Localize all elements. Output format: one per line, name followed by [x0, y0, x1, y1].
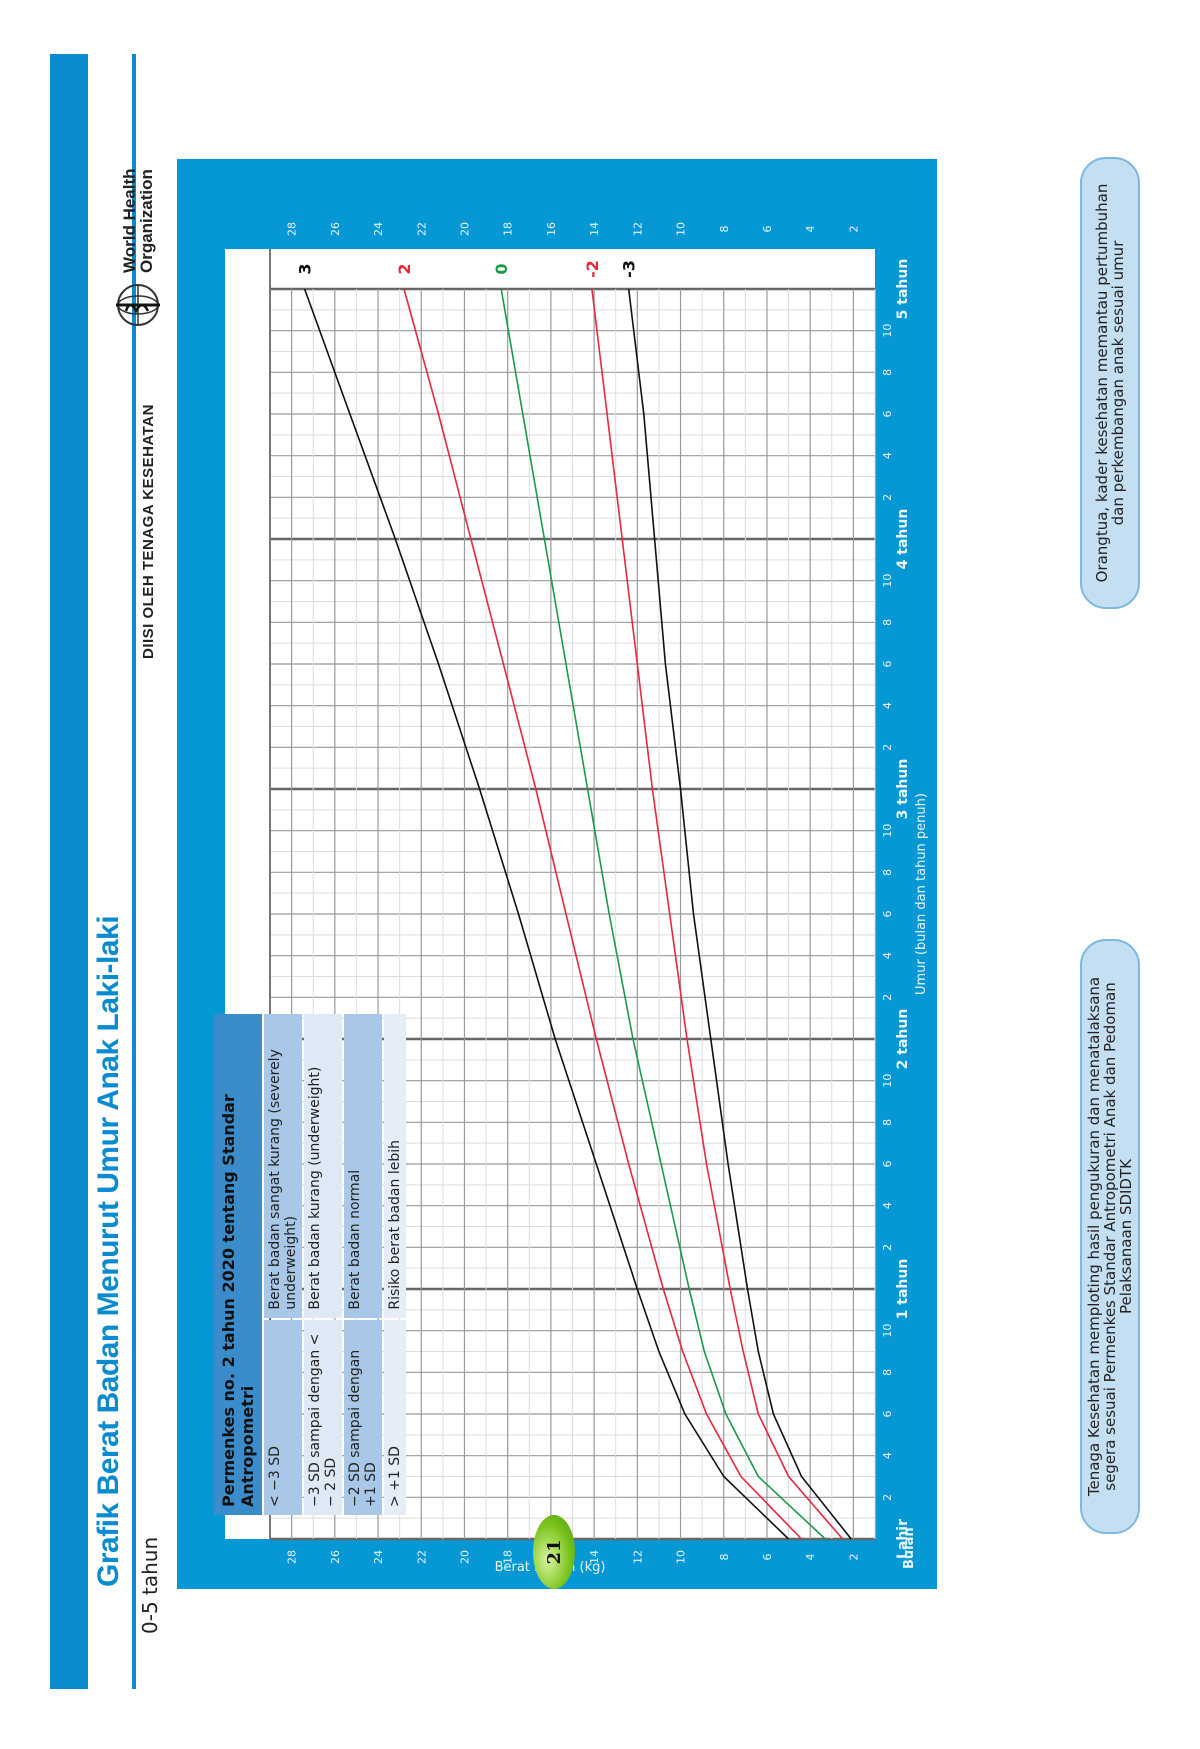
- svg-text:6: 6: [881, 661, 894, 668]
- svg-text:6: 6: [881, 1411, 894, 1418]
- svg-text:6: 6: [881, 1161, 894, 1168]
- svg-text:26: 26: [329, 1550, 342, 1564]
- svg-text:2: 2: [847, 1554, 860, 1561]
- svg-text:6: 6: [761, 226, 774, 233]
- svg-text:2: 2: [395, 263, 414, 274]
- svg-text:10: 10: [675, 1550, 688, 1564]
- sd-label: Berat badan sangat kurang (severely unde…: [264, 1014, 302, 1318]
- svg-text:8: 8: [718, 1554, 731, 1561]
- sd-range: −3 SD sampai dengan < − 2 SD: [304, 1319, 342, 1515]
- who-emblem-icon: [116, 284, 160, 326]
- age-range-subtitle: 0-5 tahun: [138, 1536, 162, 1634]
- svg-text:28: 28: [286, 222, 299, 236]
- svg-text:10: 10: [675, 222, 688, 236]
- svg-text:18: 18: [502, 1550, 515, 1564]
- svg-text:12: 12: [631, 222, 644, 236]
- svg-text:26: 26: [329, 222, 342, 236]
- sd-label: Berat badan normal: [344, 1014, 382, 1318]
- svg-text:22: 22: [415, 1550, 428, 1564]
- svg-text:4: 4: [804, 1554, 817, 1561]
- svg-text:2 tahun: 2 tahun: [895, 1009, 911, 1070]
- svg-text:Bulan: Bulan: [902, 1527, 917, 1569]
- filled-by-label: DIISI OLEH TENAGA KESEHATAN: [140, 404, 157, 659]
- who-logo: World Health Organization: [112, 168, 164, 331]
- who-name-line1: World Health: [120, 168, 139, 273]
- svg-text:22: 22: [415, 222, 428, 236]
- svg-text:8: 8: [718, 226, 731, 233]
- sd-curve-0: [500, 288, 826, 1540]
- classification-row: −3 SD sampai dengan < − 2 SD Berat badan…: [304, 1014, 342, 1515]
- who-name-line2: Organization: [137, 169, 156, 273]
- svg-text:4: 4: [881, 1202, 894, 1209]
- svg-text:8: 8: [881, 619, 894, 626]
- svg-text:8: 8: [881, 1119, 894, 1126]
- svg-text:8: 8: [881, 369, 894, 376]
- svg-text:10: 10: [881, 324, 894, 338]
- sd-label: Berat badan kurang (underweight): [304, 1014, 342, 1318]
- svg-text:Lahir: Lahir: [895, 1519, 911, 1559]
- svg-text:-3: -3: [620, 260, 639, 278]
- classification-table: Permenkes no. 2 tahun 2020 tentang Stand…: [212, 1012, 408, 1517]
- svg-text:24: 24: [372, 1550, 385, 1564]
- svg-text:4: 4: [804, 226, 817, 233]
- svg-text:6: 6: [881, 411, 894, 418]
- svg-text:20: 20: [458, 1550, 471, 1564]
- svg-text:20: 20: [458, 222, 471, 236]
- svg-text:0: 0: [492, 263, 511, 274]
- classification-title: Permenkes no. 2 tahun 2020 tentang Stand…: [214, 1014, 262, 1515]
- svg-text:4 tahun: 4 tahun: [895, 509, 911, 570]
- sd-curve-2: [403, 288, 803, 1540]
- svg-text:18: 18: [502, 222, 515, 236]
- svg-text:3: 3: [296, 263, 315, 274]
- svg-text:2: 2: [847, 226, 860, 233]
- svg-text:14: 14: [588, 1550, 601, 1564]
- svg-text:1 tahun: 1 tahun: [895, 1259, 911, 1320]
- svg-text:-2: -2: [583, 260, 602, 278]
- sd-range: < −3 SD: [264, 1319, 302, 1515]
- svg-text:2: 2: [881, 994, 894, 1001]
- top-band: [50, 54, 88, 1689]
- svg-text:10: 10: [881, 574, 894, 588]
- svg-text:8: 8: [881, 1369, 894, 1376]
- svg-text:5 tahun: 5 tahun: [895, 259, 911, 320]
- svg-text:4: 4: [881, 952, 894, 959]
- sd-label: Risiko berat badan lebih: [384, 1014, 406, 1318]
- classification-row: −2 SD sampai dengan +1 SD Berat badan no…: [344, 1014, 382, 1515]
- sd-curve-3: [303, 288, 790, 1540]
- classification-row: > +1 SD Risiko berat badan lebih: [384, 1014, 406, 1515]
- svg-text:10: 10: [881, 824, 894, 838]
- svg-text:4: 4: [881, 452, 894, 459]
- svg-text:2: 2: [881, 1244, 894, 1251]
- sd-curve--2: [591, 288, 844, 1540]
- svg-text:28: 28: [286, 1550, 299, 1564]
- svg-text:2: 2: [881, 494, 894, 501]
- health-worker-caption: Tenaga Kesehatan memploting hasil penguk…: [1080, 939, 1140, 1534]
- svg-text:4: 4: [881, 702, 894, 709]
- svg-text:Umur (bulan dan tahun penuh): Umur (bulan dan tahun penuh): [914, 793, 929, 995]
- svg-text:6: 6: [761, 1554, 774, 1561]
- svg-text:6: 6: [881, 911, 894, 918]
- svg-text:2: 2: [881, 1494, 894, 1501]
- svg-text:12: 12: [631, 1550, 644, 1564]
- svg-text:10: 10: [881, 1074, 894, 1088]
- svg-text:10: 10: [881, 1324, 894, 1338]
- parent-caption: Orangtua, kader kesehatan memantau pertu…: [1080, 157, 1140, 609]
- page-title: Grafik Berat Badan Menurut Umur Anak Lak…: [92, 915, 125, 1587]
- svg-text:24: 24: [372, 222, 385, 236]
- sd-range: −2 SD sampai dengan +1 SD: [344, 1319, 382, 1515]
- svg-text:4: 4: [881, 1452, 894, 1459]
- svg-text:2: 2: [881, 744, 894, 751]
- svg-text:8: 8: [881, 869, 894, 876]
- sd-range: > +1 SD: [384, 1319, 406, 1515]
- classification-row: < −3 SD Berat badan sangat kurang (sever…: [264, 1014, 302, 1515]
- svg-text:3 tahun: 3 tahun: [895, 759, 911, 820]
- svg-text:16: 16: [545, 222, 558, 236]
- svg-text:14: 14: [588, 222, 601, 236]
- sd-curve--3: [627, 288, 852, 1540]
- page-number-badge: 21: [533, 1515, 575, 1589]
